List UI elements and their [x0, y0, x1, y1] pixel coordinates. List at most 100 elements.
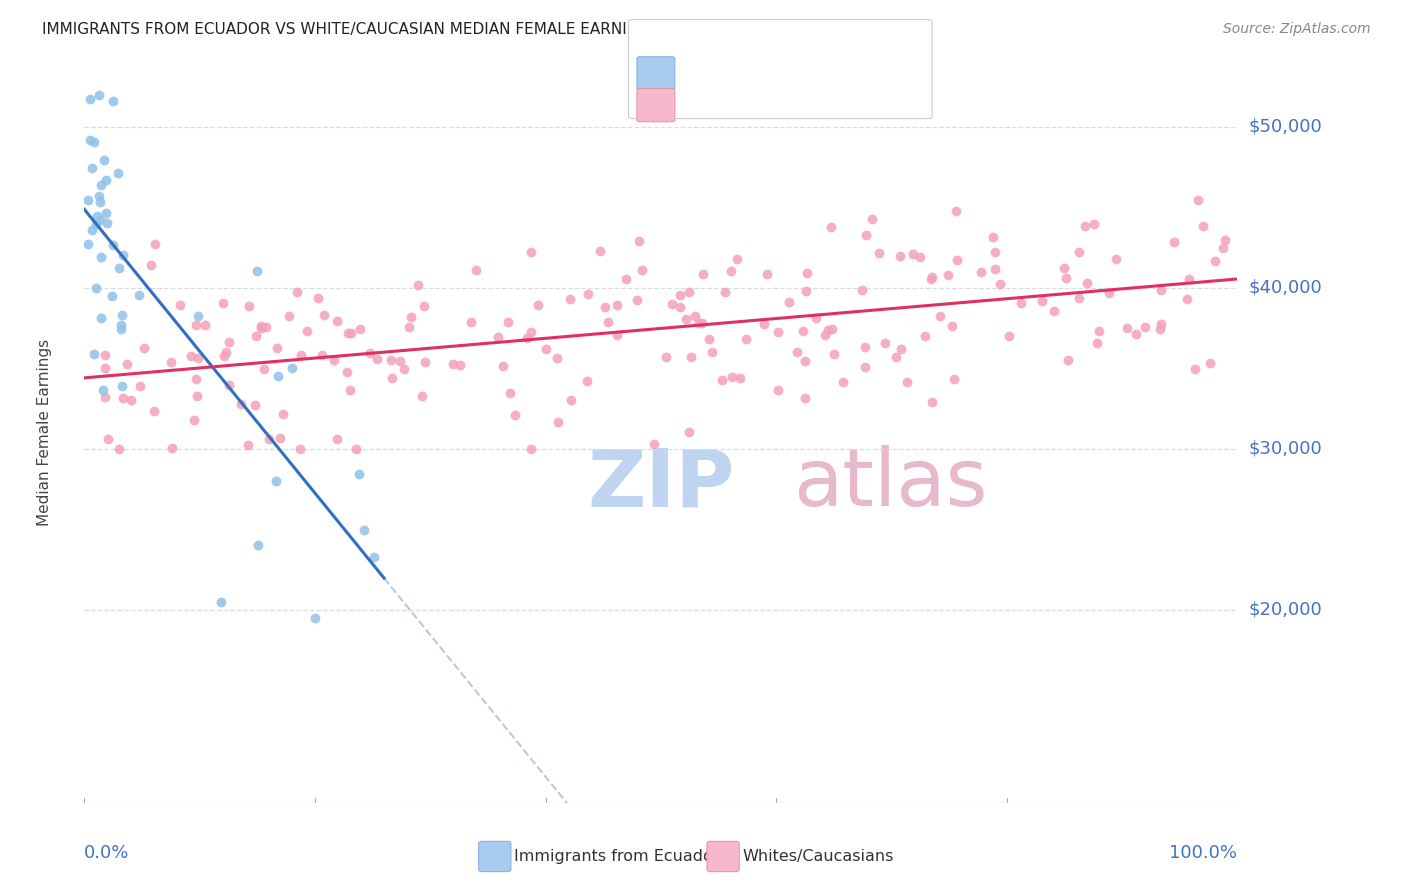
Point — [527, 297, 550, 311]
Point — [889, 249, 911, 263]
Point — [831, 375, 853, 389]
Point — [80, 161, 103, 176]
Point — [678, 425, 700, 440]
Point — [627, 234, 650, 248]
Point — [768, 325, 790, 339]
Point — [187, 351, 209, 365]
Point — [336, 326, 359, 340]
Point — [606, 328, 628, 343]
Point — [823, 347, 845, 361]
Point — [938, 268, 960, 283]
Point — [1184, 361, 1206, 376]
Point — [254, 320, 277, 334]
Point — [929, 309, 952, 323]
Point — [107, 442, 129, 456]
Point — [814, 328, 837, 343]
Point — [450, 359, 472, 373]
Point — [575, 374, 598, 388]
Point — [326, 314, 349, 328]
Point — [93, 390, 115, 404]
Point — [1163, 235, 1185, 249]
Point — [91, 384, 114, 398]
Point — [253, 362, 276, 376]
Point — [115, 357, 138, 371]
Point — [700, 345, 723, 359]
Point — [778, 294, 800, 309]
Point — [398, 320, 420, 334]
Point — [322, 353, 344, 368]
Point — [339, 383, 361, 397]
Point — [83, 135, 105, 149]
Point — [851, 283, 873, 297]
Point — [413, 354, 436, 368]
Point — [606, 298, 628, 312]
Point — [90, 251, 112, 265]
Point — [84, 217, 107, 231]
Point — [339, 326, 361, 340]
Text: IMMIGRANTS FROM ECUADOR VS WHITE/CAUCASIAN MEDIAN FEMALE EARNINGS CORRELATION CH: IMMIGRANTS FROM ECUADOR VS WHITE/CAUCASI… — [42, 22, 830, 37]
Point — [86, 209, 108, 223]
Point — [229, 397, 252, 411]
Point — [267, 369, 290, 384]
Point — [794, 284, 817, 298]
Point — [87, 189, 110, 203]
Point — [107, 166, 129, 180]
Point — [817, 323, 839, 337]
Point — [89, 195, 111, 210]
Point — [766, 383, 789, 397]
Point — [786, 345, 808, 359]
Point — [860, 212, 883, 227]
Point — [1105, 252, 1128, 267]
Point — [312, 308, 335, 322]
Point — [93, 361, 115, 376]
Point — [441, 357, 464, 371]
Text: 0.0%: 0.0% — [84, 844, 129, 862]
Text: 45: 45 — [841, 64, 865, 82]
Point — [129, 379, 152, 393]
Point — [914, 329, 936, 343]
Point — [901, 247, 924, 261]
Point — [184, 372, 207, 386]
Point — [756, 268, 779, 282]
Point — [460, 315, 482, 329]
Point — [498, 316, 520, 330]
Point — [588, 244, 610, 258]
Point — [1042, 304, 1064, 318]
Point — [794, 354, 817, 368]
Point — [520, 325, 543, 339]
Point — [212, 295, 235, 310]
Text: N =: N = — [801, 98, 841, 116]
Point — [1133, 320, 1156, 334]
Point — [120, 392, 142, 407]
Point — [1149, 283, 1171, 297]
Point — [725, 252, 748, 267]
Text: Median Female Earnings: Median Female Earnings — [37, 339, 52, 526]
Point — [366, 352, 388, 367]
Point — [721, 369, 744, 384]
Point — [688, 316, 710, 330]
Text: -0.390: -0.390 — [724, 64, 786, 82]
Point — [692, 267, 714, 281]
Point — [678, 285, 700, 299]
Point — [1097, 286, 1119, 301]
Point — [186, 389, 208, 403]
Point — [1054, 270, 1077, 285]
Point — [264, 474, 287, 488]
Point — [1149, 322, 1171, 336]
Point — [921, 394, 943, 409]
Point — [669, 288, 692, 302]
Point — [86, 281, 108, 295]
Point — [1178, 272, 1201, 286]
Point — [697, 332, 720, 346]
Point — [946, 252, 969, 267]
Point — [821, 322, 844, 336]
Point — [1204, 253, 1226, 268]
Point — [389, 354, 412, 368]
Point — [576, 287, 599, 301]
Point — [720, 264, 742, 278]
Point — [89, 213, 111, 227]
Point — [214, 345, 236, 359]
Point — [79, 132, 101, 146]
Point — [160, 441, 183, 455]
Point — [209, 594, 232, 608]
